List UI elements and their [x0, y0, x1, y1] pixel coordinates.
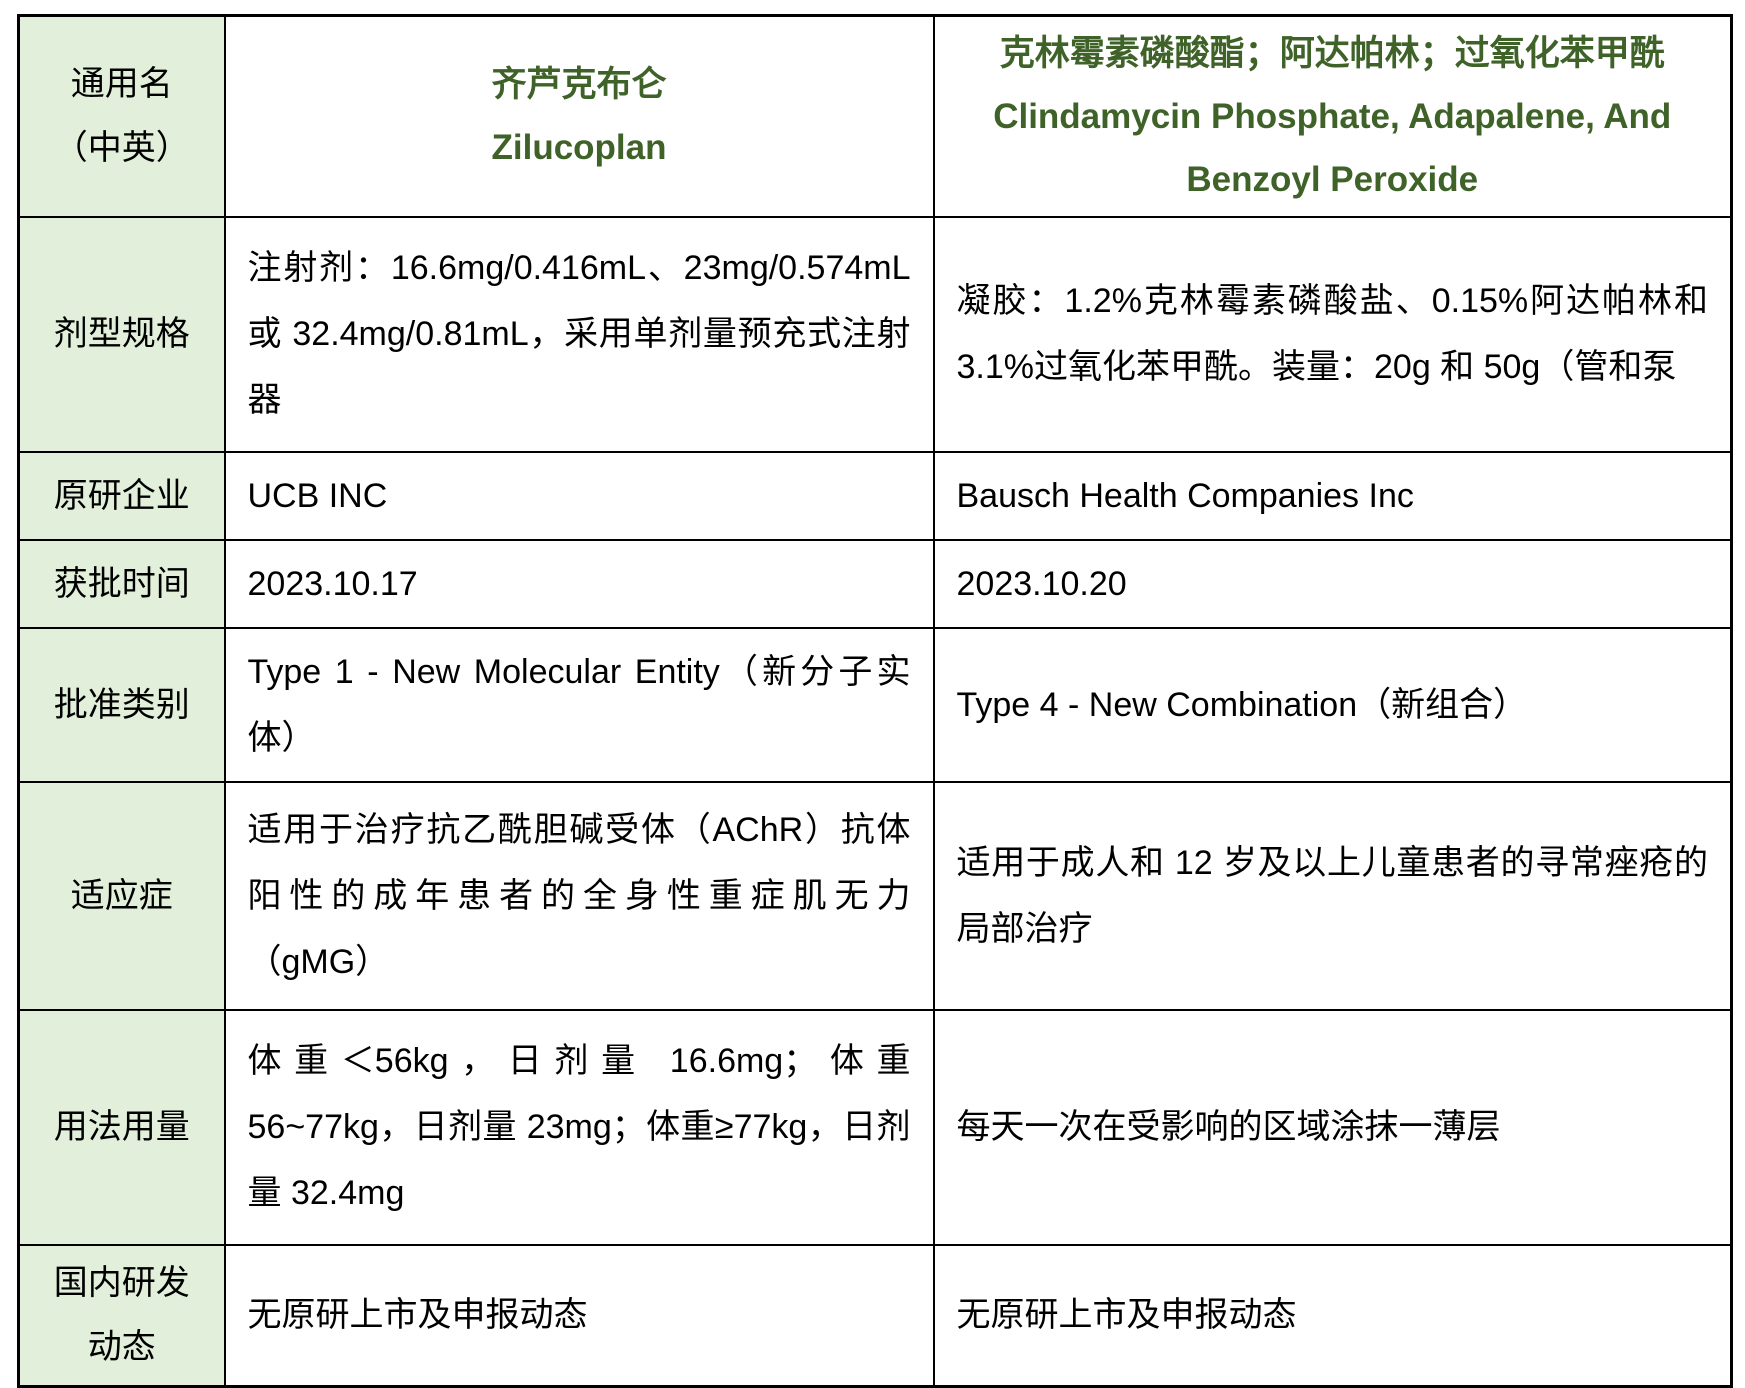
cell-drug1-domestic-rd: 无原研上市及申报动态: [223, 1243, 935, 1388]
label-line: （中英）: [53, 129, 190, 168]
row-domestic-rd: 国内研发 动态 无原研上市及申报动态 无原研上市及申报动态: [17, 1243, 1733, 1388]
label-line: 动态: [87, 1328, 156, 1367]
cell-drug2-dosage-form: 凝胶：1.2%克林霉素磷酸盐、0.15%阿达帕林和 3.1%过氧化苯甲酰。装量：…: [932, 215, 1733, 453]
cell-drug2-domestic-rd: 无原研上市及申报动态: [932, 1243, 1733, 1388]
row-indication: 适应症 适用于治疗抗乙酰胆碱受体（AChR）抗体阳性的成年患者的全身性重症肌无力…: [17, 780, 1733, 1011]
row-label-approval-date: 获批时间: [17, 538, 226, 629]
row-originator: 原研企业 UCB INC Bausch Health Companies Inc: [17, 450, 1733, 541]
row-generic-name: 通用名 （中英） 齐芦克布仑 Zilucoplan 克林霉素磷酸酯；阿达帕林；过…: [17, 14, 1733, 218]
cell-drug1-indication: 适用于治疗抗乙酰胆碱受体（AChR）抗体阳性的成年患者的全身性重症肌无力（gMG…: [223, 780, 935, 1011]
drug1-name-cn: 齐芦克布仑: [491, 65, 667, 105]
row-label-dosage-form: 剂型规格: [17, 215, 226, 453]
row-label-generic-name: 通用名 （中英）: [17, 14, 226, 218]
drug2-name-en-line2: Benzoyl Peroxide: [1186, 159, 1479, 199]
cell-drug2-originator: Bausch Health Companies Inc: [932, 450, 1733, 541]
drug2-name-cn: 克林霉素磷酸酯；阿达帕林；过氧化苯甲酰: [999, 33, 1665, 73]
cell-drug1-dosage-usage: 体重＜56kg，日剂量 16.6mg；体重 56~77kg，日剂量 23mg；体…: [223, 1008, 935, 1246]
row-label-approval-category: 批准类别: [17, 626, 226, 783]
row-approval-category: 批准类别 Type 1 - New Molecular Entity（新分子实体…: [17, 626, 1733, 783]
row-label-originator: 原研企业: [17, 450, 226, 541]
label-line: 国内研发: [53, 1264, 190, 1303]
drug-comparison-table: 通用名 （中英） 齐芦克布仑 Zilucoplan 克林霉素磷酸酯；阿达帕林；过…: [17, 14, 1733, 1388]
cell-drug2-dosage-usage: 每天一次在受影响的区域涂抹一薄层: [932, 1008, 1733, 1246]
row-label-domestic-rd: 国内研发 动态: [17, 1243, 226, 1388]
cell-drug1-approval-date: 2023.10.17: [223, 538, 935, 629]
cell-drug2-approval-date: 2023.10.20: [932, 538, 1733, 629]
row-dosage-form: 剂型规格 注射剂：16.6mg/0.416mL、23mg/0.574mL 或 3…: [17, 215, 1733, 453]
label-line: 通用名: [70, 65, 173, 104]
row-approval-date: 获批时间 2023.10.17 2023.10.20: [17, 538, 1733, 629]
cell-drug1-approval-category: Type 1 - New Molecular Entity（新分子实体）: [223, 626, 935, 783]
row-label-dosage-usage: 用法用量: [17, 1008, 226, 1246]
drug2-name-en-line1: Clindamycin Phosphate, Adapalene, And: [993, 96, 1672, 136]
drug1-name-en: Zilucoplan: [491, 128, 667, 168]
cell-drug2-approval-category: Type 4 - New Combination（新组合）: [932, 626, 1733, 783]
cell-drug1-dosage-form: 注射剂：16.6mg/0.416mL、23mg/0.574mL 或 32.4mg…: [223, 215, 935, 453]
row-dosage-usage: 用法用量 体重＜56kg，日剂量 16.6mg；体重 56~77kg，日剂量 2…: [17, 1008, 1733, 1246]
row-label-indication: 适应症: [17, 780, 226, 1011]
cell-drug2-generic-name: 克林霉素磷酸酯；阿达帕林；过氧化苯甲酰 Clindamycin Phosphat…: [932, 14, 1733, 218]
cell-drug1-originator: UCB INC: [223, 450, 935, 541]
cell-drug1-generic-name: 齐芦克布仑 Zilucoplan: [223, 14, 935, 218]
cell-drug2-indication: 适用于成人和 12 岁及以上儿童患者的寻常痤疮的局部治疗: [932, 780, 1733, 1011]
